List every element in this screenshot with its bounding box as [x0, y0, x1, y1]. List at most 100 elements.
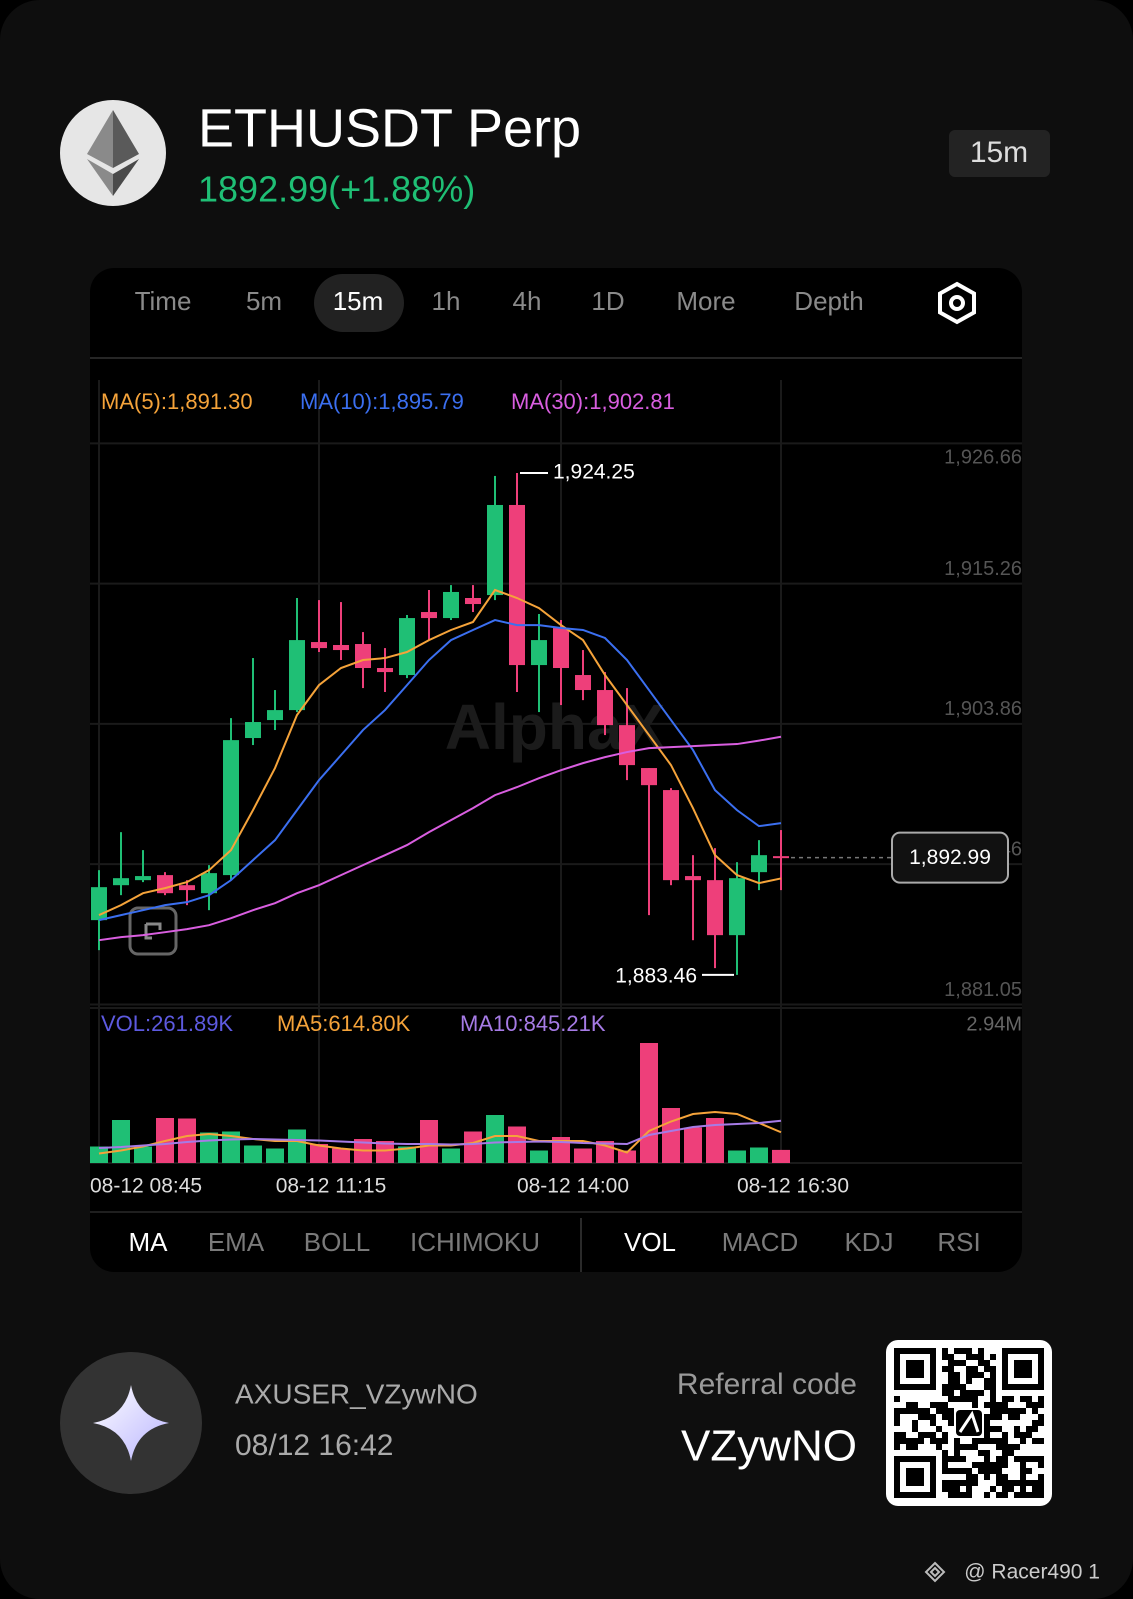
- qr-module: [990, 1486, 996, 1492]
- qr-module: [978, 1390, 984, 1396]
- indicator-tab[interactable]: EMA: [208, 1227, 265, 1257]
- qr-module: [966, 1474, 972, 1480]
- candle-body: [773, 856, 789, 859]
- indicator-tab[interactable]: BOLL: [304, 1227, 371, 1257]
- qr-module: [960, 1456, 966, 1462]
- qr-module: [996, 1462, 1002, 1468]
- timeframe-tab[interactable]: 4h: [513, 286, 542, 316]
- qr-module: [1038, 1480, 1044, 1486]
- qr-module: [984, 1384, 990, 1390]
- qr-module: [996, 1402, 1002, 1408]
- volume-bar: [728, 1150, 746, 1163]
- qr-module: [930, 1438, 936, 1444]
- qr-module: [966, 1444, 972, 1450]
- timeframe-tab[interactable]: Time: [135, 286, 192, 316]
- qr-module: [954, 1396, 960, 1402]
- qr-module: [1002, 1396, 1008, 1402]
- qr-module: [1008, 1414, 1014, 1420]
- timeframe-tab[interactable]: 1D: [591, 286, 624, 316]
- qr-modules: [894, 1348, 1044, 1498]
- qr-module: [948, 1378, 954, 1384]
- qr-module: [960, 1384, 966, 1390]
- qr-module: [948, 1486, 954, 1492]
- qr-module: [990, 1462, 996, 1468]
- qr-module: [1008, 1396, 1014, 1402]
- qr-module: [1020, 1474, 1026, 1480]
- volume-bar: [530, 1150, 548, 1163]
- candle-body: [355, 644, 371, 669]
- indicator-tab[interactable]: MA: [129, 1227, 169, 1257]
- chart-panel: [90, 268, 1022, 1272]
- qr-module: [972, 1462, 978, 1468]
- timeframe-tab[interactable]: 5m: [246, 286, 282, 316]
- indicator-tab[interactable]: RSI: [937, 1227, 980, 1257]
- qr-module: [1014, 1492, 1020, 1498]
- timeframe-tab[interactable]: Depth: [794, 286, 863, 316]
- qr-module: [990, 1438, 996, 1444]
- indicator-tab[interactable]: ICHIMOKU: [410, 1227, 540, 1257]
- qr-module: [966, 1390, 972, 1396]
- qr-module: [996, 1426, 1002, 1432]
- qr-module: [1038, 1474, 1044, 1480]
- eth-shape: [113, 110, 139, 168]
- qr-module: [954, 1450, 960, 1456]
- volume-bar: [442, 1148, 460, 1163]
- indicator-tab[interactable]: MACD: [722, 1227, 799, 1257]
- qr-module: [1014, 1480, 1020, 1486]
- qr-module: [1014, 1432, 1020, 1438]
- qr-module: [1032, 1426, 1038, 1432]
- qr-module: [1008, 1444, 1014, 1450]
- timeframe-tab[interactable]: 15m: [333, 286, 384, 316]
- indicator-tab[interactable]: VOL: [624, 1227, 676, 1257]
- qr-module: [990, 1468, 996, 1474]
- qr-module: [1026, 1402, 1032, 1408]
- qr-module: [990, 1354, 996, 1360]
- qr-module: [972, 1480, 978, 1486]
- x-tick-label: 08-12 08:45: [90, 1175, 202, 1198]
- timeframe-tab[interactable]: More: [676, 286, 735, 316]
- qr-module: [1038, 1438, 1044, 1444]
- legend-item: MA(10):1,895.79: [300, 389, 464, 414]
- qr-module: [906, 1438, 912, 1444]
- qr-module: [894, 1420, 900, 1426]
- ma-line: [98, 735, 782, 942]
- qr-module: [1002, 1402, 1008, 1408]
- qr-module: [1020, 1462, 1026, 1468]
- qr-module: [1002, 1432, 1008, 1438]
- last-price-label: 1,892.99: [909, 846, 991, 869]
- qr-module: [978, 1450, 984, 1456]
- qr-module: [912, 1420, 918, 1426]
- candle-body: [399, 618, 415, 676]
- qr-module: [954, 1468, 960, 1474]
- qr-module: [1038, 1396, 1044, 1402]
- qr-module: [996, 1492, 1002, 1498]
- timeframe-tab[interactable]: 1h: [432, 286, 461, 316]
- qr-module: [1008, 1408, 1014, 1414]
- volume-bar: [244, 1145, 262, 1163]
- qr-module: [984, 1450, 990, 1456]
- qr-finder-core: [906, 1360, 924, 1378]
- qr-module: [990, 1414, 996, 1420]
- qr-module: [918, 1432, 924, 1438]
- settings-icon[interactable]: [938, 281, 976, 325]
- qr-module: [942, 1462, 948, 1468]
- volume-bar: [310, 1144, 328, 1163]
- qr-module: [996, 1468, 1002, 1474]
- qr-module: [1002, 1474, 1008, 1480]
- price-change: 1892.99(+1.88%): [198, 169, 475, 210]
- qr-module: [900, 1438, 906, 1444]
- volume-bar: [574, 1148, 592, 1163]
- qr-module: [912, 1426, 918, 1432]
- qr-module: [948, 1420, 954, 1426]
- qr-finder: [1002, 1348, 1044, 1390]
- candle-body: [553, 628, 569, 669]
- indicator-tab[interactable]: KDJ: [844, 1227, 893, 1257]
- qr-module: [1026, 1492, 1032, 1498]
- candle-body: [333, 645, 349, 651]
- qr-module: [960, 1480, 966, 1486]
- qr-module: [942, 1450, 948, 1456]
- qr-module: [1014, 1456, 1020, 1462]
- qr-module: [996, 1414, 1002, 1420]
- username: AXUSER_VZywNO: [235, 1378, 478, 1409]
- qr-module: [930, 1432, 936, 1438]
